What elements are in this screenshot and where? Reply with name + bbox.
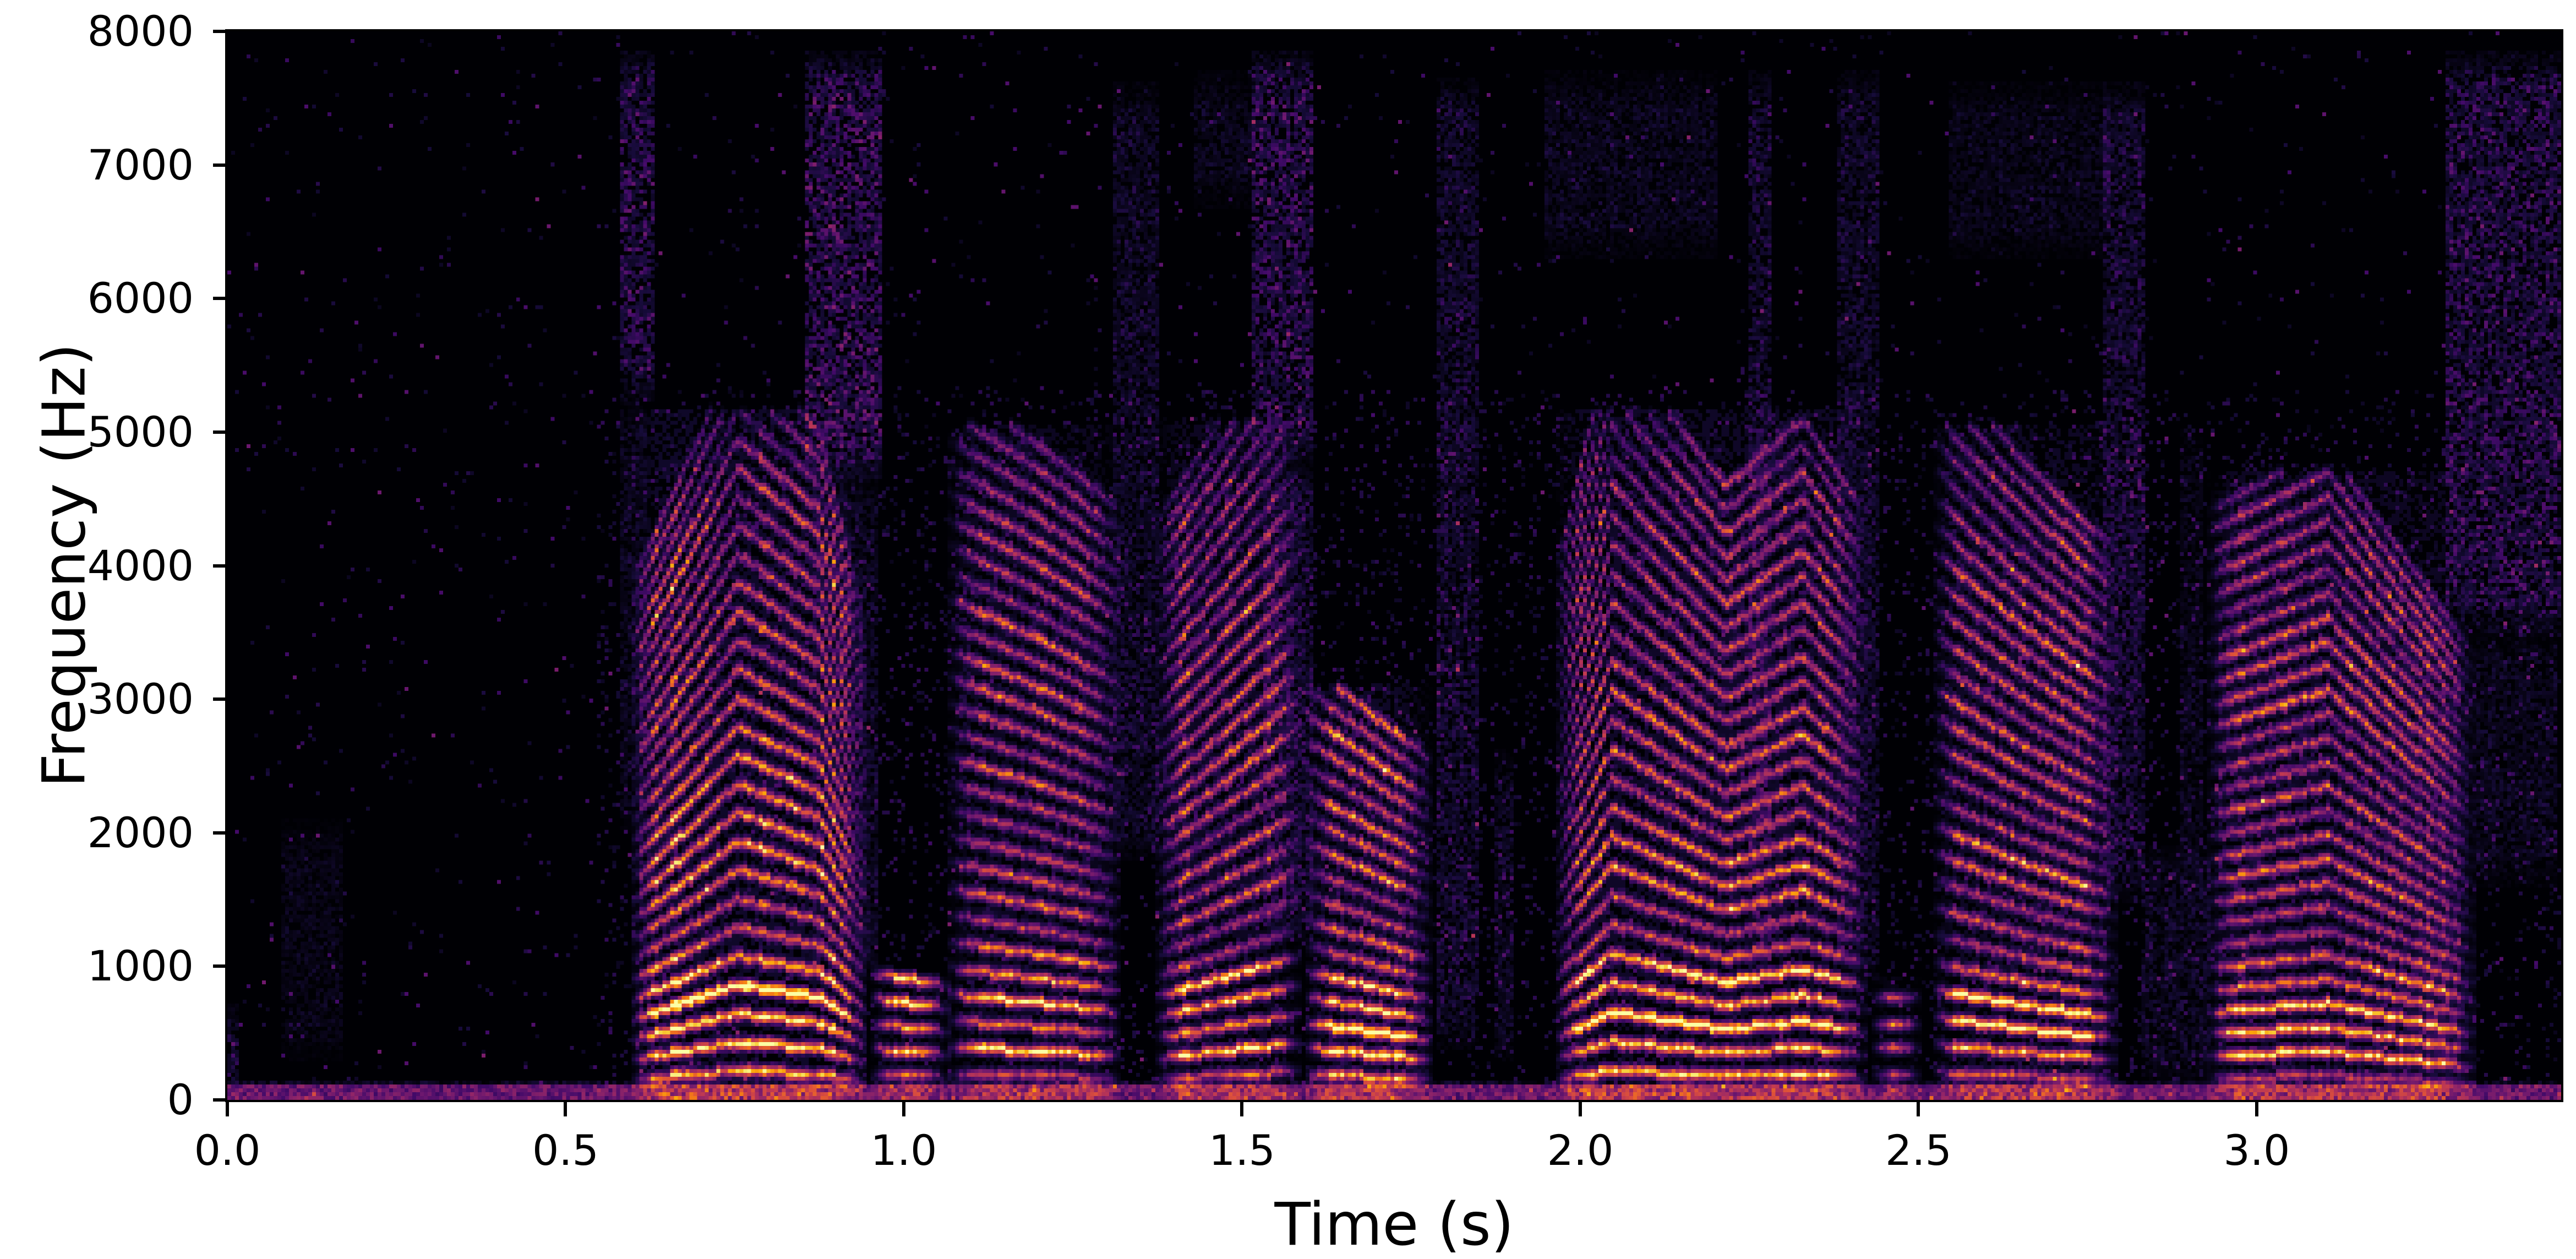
y-tick-mark (213, 1098, 227, 1102)
y-tick-mark (213, 831, 227, 835)
x-tick-mark (226, 1102, 229, 1116)
x-tick-label: 1.5 (1209, 1126, 1275, 1175)
y-tick-label: 6000 (87, 274, 194, 323)
y-tick-mark (213, 163, 227, 167)
y-tick-mark (213, 964, 227, 968)
y-tick-label: 3000 (87, 674, 194, 724)
y-tick-label: 8000 (87, 7, 194, 56)
x-tick-label: 2.0 (1547, 1126, 1614, 1175)
x-tick-label: 0.0 (194, 1126, 261, 1175)
y-tick-mark (213, 430, 227, 434)
y-tick-label: 0 (167, 1075, 194, 1124)
y-tick-mark (213, 297, 227, 301)
x-tick-mark (564, 1102, 567, 1116)
x-tick-label: 2.5 (1885, 1126, 1952, 1175)
y-tick-label: 2000 (87, 808, 194, 857)
y-tick-mark (213, 564, 227, 568)
x-axis-label: Time (s) (1274, 1191, 1514, 1259)
x-tick-mark (1578, 1102, 1582, 1116)
x-tick-mark (902, 1102, 905, 1116)
x-tick-label: 3.0 (2223, 1126, 2290, 1175)
y-axis-label: Frequency (Hz) (30, 343, 99, 788)
x-tick-label: 0.5 (532, 1126, 599, 1175)
y-tick-label: 5000 (87, 407, 194, 456)
x-tick-mark (1240, 1102, 1244, 1116)
y-tick-label: 7000 (87, 140, 194, 189)
y-tick-label: 1000 (87, 941, 194, 991)
y-tick-mark (213, 30, 227, 33)
x-tick-label: 1.0 (870, 1126, 937, 1175)
y-tick-label: 4000 (87, 541, 194, 590)
spectrogram-heatmap-canvas (227, 31, 2561, 1100)
y-tick-mark (213, 697, 227, 701)
x-tick-mark (1917, 1102, 1920, 1116)
x-tick-mark (2255, 1102, 2258, 1116)
